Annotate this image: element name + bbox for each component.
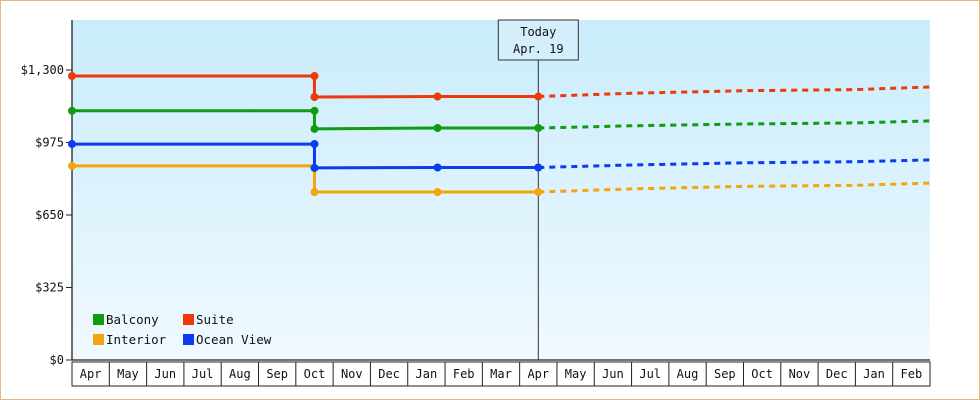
data-point[interactable] — [68, 161, 76, 170]
x-tick-label: Aug — [229, 367, 251, 381]
x-tick-label: Mar — [490, 367, 512, 381]
x-tick-label: Dec — [378, 367, 400, 381]
x-tick-label: Jul — [639, 367, 661, 381]
x-tick-label: Jun — [154, 367, 176, 381]
data-point[interactable] — [310, 72, 319, 81]
legend-swatch — [183, 314, 194, 325]
data-point[interactable] — [433, 92, 442, 101]
data-point[interactable] — [310, 163, 319, 172]
x-tick-label: Aug — [677, 367, 699, 381]
legend: Balcony Suite Interior Ocean View — [93, 312, 272, 347]
today-date: Apr. 19 — [513, 42, 564, 56]
data-point[interactable] — [310, 140, 319, 149]
data-point[interactable] — [310, 106, 319, 115]
data-point[interactable] — [310, 124, 319, 133]
forecast-line-interior — [538, 181, 931, 194]
data-point[interactable] — [534, 163, 543, 172]
x-tick-label: Apr — [527, 367, 549, 381]
x-tick-label: Jul — [192, 367, 214, 381]
data-point[interactable] — [534, 188, 543, 197]
y-tick-label: $0 — [50, 353, 64, 367]
legend-label[interactable]: Suite — [196, 312, 234, 327]
y-tick-label: $1,300 — [21, 63, 64, 77]
y-tick-label: $325 — [35, 281, 64, 295]
x-axis: Apr May Jun Jul Aug Sep Oct Nov Dec Jan Feb Mar Apr M… — [71, 359, 931, 387]
x-tick-label: Feb — [453, 367, 475, 381]
legend-swatch — [93, 334, 104, 345]
y-tick-label: $975 — [35, 136, 64, 150]
today-marker: Today Apr. 19 — [497, 19, 579, 360]
legend-swatch — [93, 314, 104, 325]
x-tick-label: Jan — [863, 367, 885, 381]
x-tick-label: Feb — [901, 367, 923, 381]
today-label: Today — [520, 25, 556, 39]
x-tick-label: May — [565, 367, 587, 381]
x-tick-label: Jun — [602, 367, 624, 381]
forecast-line-suite — [538, 85, 931, 98]
x-tick-label: Oct — [751, 367, 773, 381]
data-point[interactable] — [310, 92, 319, 101]
y-axis: $0 $325 $650 $975 $1,300 — [21, 20, 73, 367]
series-lines — [68, 72, 931, 197]
x-tick-label: Sep — [714, 367, 736, 381]
data-point[interactable] — [310, 188, 319, 197]
x-tick-label: Jan — [416, 367, 438, 381]
x-tick-label: Dec — [826, 367, 848, 381]
legend-swatch — [183, 334, 194, 345]
data-point[interactable] — [68, 72, 76, 81]
data-point[interactable] — [433, 188, 442, 197]
x-tick-label: Oct — [304, 367, 326, 381]
y-tick-label: $650 — [35, 208, 64, 222]
plot-area — [72, 20, 930, 360]
data-point[interactable] — [433, 163, 442, 172]
data-point[interactable] — [534, 124, 543, 132]
data-point[interactable] — [433, 124, 442, 132]
x-tick-label: Sep — [266, 367, 288, 381]
data-point[interactable] — [68, 140, 76, 149]
data-point[interactable] — [68, 106, 76, 115]
legend-label[interactable]: Balcony — [106, 312, 159, 327]
legend-label[interactable]: Interior — [106, 332, 167, 347]
x-tick-label: May — [117, 367, 139, 381]
legend-label[interactable]: Ocean View — [196, 332, 272, 347]
x-tick-label: Apr — [80, 367, 102, 381]
forecast-line-ocean-view — [538, 158, 931, 169]
x-tick-label: Nov — [789, 367, 811, 381]
x-tick-label: Nov — [341, 367, 363, 381]
data-point[interactable] — [534, 92, 543, 101]
forecast-line-balcony — [538, 119, 931, 130]
